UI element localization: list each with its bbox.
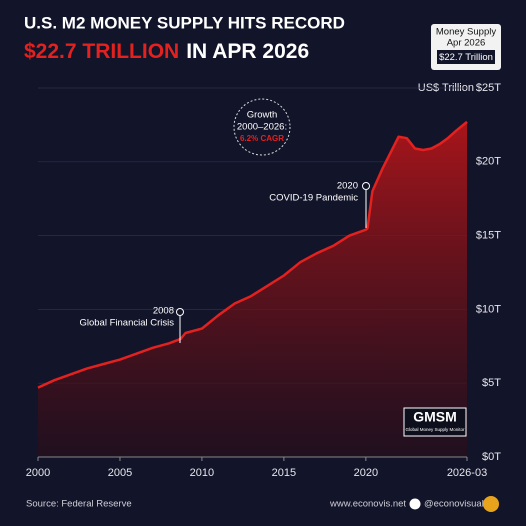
badge-value-bg	[437, 50, 495, 64]
badge-line: $22.7 Trillion	[439, 52, 493, 63]
badge-line: Money Supply	[436, 27, 496, 38]
logo-box	[403, 407, 467, 437]
line	[37, 120, 468, 389]
x-tick-label: 2015	[272, 467, 296, 479]
x-tick-label: 2020	[354, 467, 378, 479]
y-tick-label: $15T	[476, 230, 501, 242]
social: @econovisuals	[424, 499, 489, 510]
growth-label: 2000–2026:	[237, 122, 287, 133]
x-tick-label: 2026-03	[447, 467, 487, 479]
x-tick-label: 2000	[26, 467, 50, 479]
subtitle: $22.7 TRILLION IN APR 2026	[24, 40, 309, 63]
logo-name: GMSM	[413, 409, 457, 425]
growth-label: Growth	[247, 110, 278, 121]
plot: $0T $5T $10T $15T $20T $25T 2000 2005 2010 2015 20…	[26, 82, 502, 479]
x-tick-label: 2010	[190, 467, 214, 479]
annotation-dot	[362, 182, 370, 190]
area	[38, 121, 467, 458]
x-tick-label: 2005	[108, 467, 132, 479]
y-tick-label: $25T	[476, 82, 501, 94]
y-tick-label: $0T	[482, 451, 501, 463]
chart-title: U.S. M2 MONEY SUPPLY HITS RECORD	[24, 13, 345, 32]
website: www.econovis.net	[329, 499, 406, 510]
subtitle-highlight: $22.7 TRILLION	[24, 40, 179, 63]
source: Source: Federal Reserve	[26, 499, 132, 510]
logo-full: Global Money Supply Monitor	[405, 427, 465, 432]
growth-circle	[233, 98, 291, 156]
annotation-dot	[176, 308, 184, 316]
y-tick-label: $10T	[476, 303, 501, 315]
y-tick-label: $20T	[476, 156, 501, 168]
y-tick-label: $5T	[482, 377, 501, 389]
brand-icon	[483, 496, 499, 512]
badge-line: Apr 2026	[447, 38, 486, 49]
annotation-year: 2020	[337, 181, 358, 192]
annotation-year: 2008	[153, 306, 174, 317]
social-icon	[409, 498, 421, 510]
subtitle-rest: IN APR 2026	[186, 40, 309, 63]
growth-value: 6.2% CAGR	[240, 134, 284, 143]
annotation-text: COVID-19 Pandemic	[269, 193, 358, 204]
annotation-text: Global Financial Crisis	[79, 318, 174, 329]
